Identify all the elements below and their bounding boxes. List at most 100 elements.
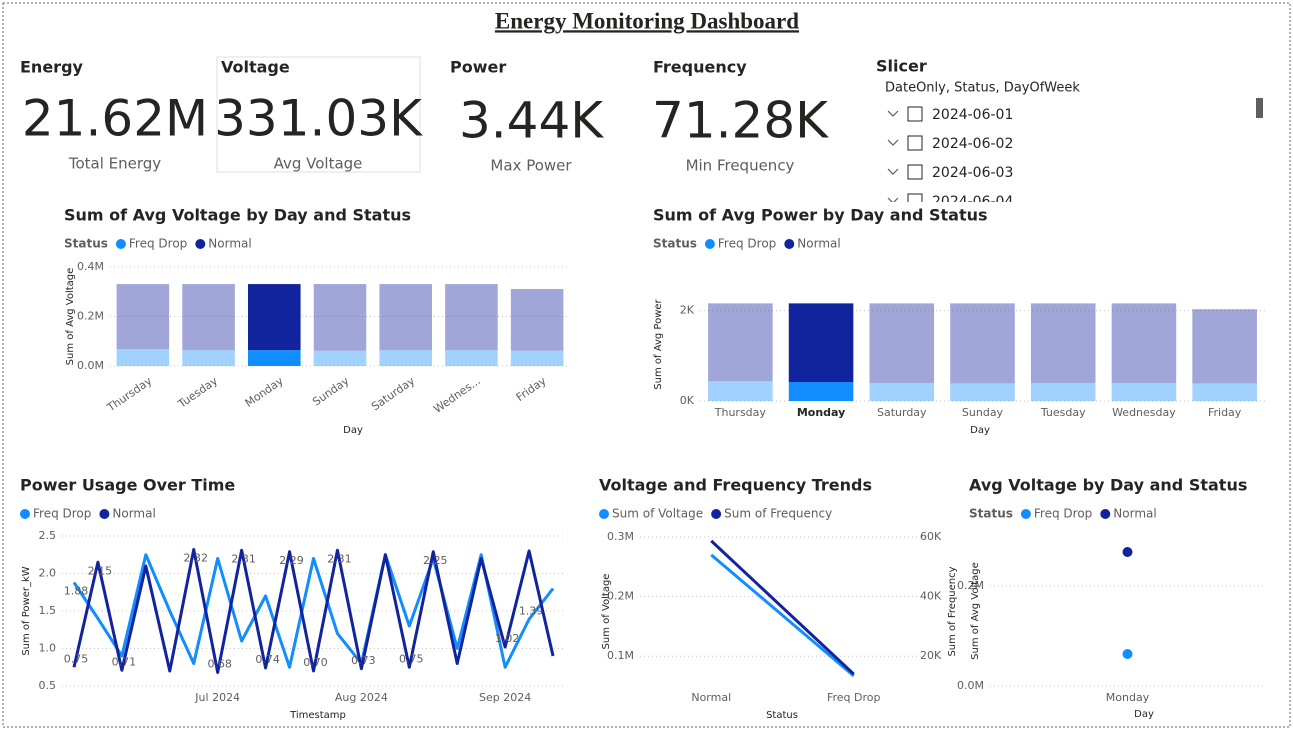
- y-tick-label: 0.3M: [607, 530, 634, 543]
- legend-label: Freq Drop: [129, 237, 187, 251]
- bar-segment: [1192, 383, 1257, 401]
- y-tick-label: 2.0: [39, 567, 57, 580]
- bar-segment: [248, 284, 301, 351]
- x-axis-title: Day: [1134, 709, 1154, 720]
- data-label: 2.15: [88, 564, 113, 577]
- bar-segment: [788, 303, 854, 383]
- card-title: Frequency: [653, 58, 747, 77]
- y-tick-label: 1.5: [39, 604, 57, 617]
- bar-segment: [182, 350, 235, 366]
- slicer-item: 2024-06-02: [932, 136, 1013, 152]
- x-tick-label: Freq Drop: [827, 691, 881, 704]
- bar-segment: [379, 350, 432, 366]
- y-tick-label: 0.5: [39, 679, 57, 692]
- legend-marker: [704, 239, 715, 249]
- checkbox[interactable]: [907, 135, 923, 151]
- data-label: 1.39: [519, 604, 544, 617]
- y-tick-label: 0.2M: [607, 590, 634, 603]
- checkbox[interactable]: [907, 164, 923, 180]
- data-label: 1.88: [64, 585, 89, 598]
- bar-segment: [788, 382, 854, 401]
- slicer-title: Slicer: [876, 57, 927, 76]
- bar-segment: [708, 381, 773, 401]
- card-value: 21.62M: [22, 90, 208, 148]
- y-tick-label: 0.2M: [957, 579, 984, 592]
- slicer-item: 2024-06-03: [932, 165, 1013, 181]
- legend-label: Sum of Frequency: [724, 507, 832, 521]
- legend-label: Freq Drop: [1034, 507, 1092, 521]
- y-axis-title: Sum of Voltage: [601, 574, 612, 650]
- slicer-fields: DateOnly, Status, DayOfWeek: [885, 81, 1080, 96]
- legend-marker: [195, 239, 206, 249]
- checkbox[interactable]: [907, 193, 923, 208]
- x-tick-label: Aug 2024: [335, 691, 388, 704]
- x-axis-title: Day: [970, 425, 990, 436]
- y-tick-label: 0.1M: [607, 649, 634, 662]
- y2-axis-title: Sum of Frequency: [947, 566, 958, 656]
- card-label: Total Energy: [68, 155, 161, 173]
- y2-tick-label: 20K: [920, 649, 942, 662]
- chart-title: Sum of Avg Power by Day and Status: [653, 206, 988, 225]
- y-axis-title: Sum of Avg Power: [653, 298, 664, 389]
- line: [710, 553, 855, 678]
- slicer-item: 2024-06-04: [932, 194, 1013, 210]
- card-title: Power: [450, 58, 506, 77]
- data-label: 0.71: [112, 655, 137, 668]
- data-label: 0.75: [64, 652, 89, 665]
- bar-segment: [869, 303, 935, 383]
- chevron: [887, 168, 899, 175]
- y-tick-label: 0.4M: [77, 260, 104, 273]
- dot: [1122, 547, 1133, 557]
- legend-title: Status: [64, 237, 108, 251]
- chart-title: Power Usage Over Time: [20, 476, 235, 495]
- legend-marker: [20, 509, 30, 519]
- x-tick-label: Friday: [514, 374, 549, 404]
- bar-segment: [510, 289, 564, 351]
- chart-title: Voltage and Frequency Trends: [599, 476, 872, 495]
- bar-segment: [950, 303, 1015, 384]
- data-label: 0.75: [399, 652, 424, 665]
- data-label: 2.31: [327, 552, 352, 565]
- legend-marker: [599, 509, 609, 519]
- x-tick-label: Sunday: [962, 406, 1004, 419]
- data-label: 0.74: [255, 653, 280, 666]
- bar-segment: [1030, 303, 1096, 383]
- data-label: 0.68: [207, 658, 232, 671]
- checkbox[interactable]: [907, 106, 923, 122]
- data-label: 2.31: [231, 552, 256, 565]
- bar-segment: [313, 350, 367, 366]
- dashboard-title: Energy Monitoring Dashboard: [495, 8, 799, 33]
- x-tick-label: Jul 2024: [194, 691, 240, 704]
- data-label: 2.32: [183, 552, 208, 565]
- legend-label: Normal: [208, 237, 251, 251]
- x-tick-label: Monday: [797, 406, 845, 419]
- y2-tick-label: 40K: [920, 590, 942, 603]
- card-label: Min Frequency: [686, 157, 795, 175]
- card-value: 3.44K: [459, 92, 604, 150]
- legend-label: Freq Drop: [718, 237, 776, 251]
- bar-segment: [950, 383, 1015, 401]
- scrollbar[interactable]: [1256, 98, 1263, 118]
- y-axis-title: Sum of Avg Voltage: [65, 268, 76, 366]
- legend-label: Sum of Voltage: [612, 507, 703, 521]
- legend-title: Status: [969, 507, 1013, 521]
- legend-label: Normal: [1113, 507, 1156, 521]
- line: [72, 548, 555, 674]
- line: [72, 553, 555, 669]
- bar-segment: [1111, 303, 1177, 383]
- card-label: Avg Voltage: [274, 155, 363, 173]
- legend-marker: [99, 509, 110, 519]
- bar-segment: [869, 382, 935, 401]
- card-border: [216, 56, 421, 173]
- data-label: 2.29: [279, 554, 304, 567]
- bar-segment: [1192, 309, 1257, 384]
- x-tick-label: Sep 2024: [479, 691, 531, 704]
- x-tick-label: Wednesday: [1112, 406, 1176, 419]
- x-tick-label: Thursday: [714, 406, 767, 419]
- x-tick-label: Wednes...: [431, 374, 483, 416]
- bar-segment: [510, 350, 564, 366]
- card-value: 71.28K: [652, 92, 829, 150]
- x-tick-label: Sunday: [310, 374, 352, 409]
- chevron: [887, 197, 899, 202]
